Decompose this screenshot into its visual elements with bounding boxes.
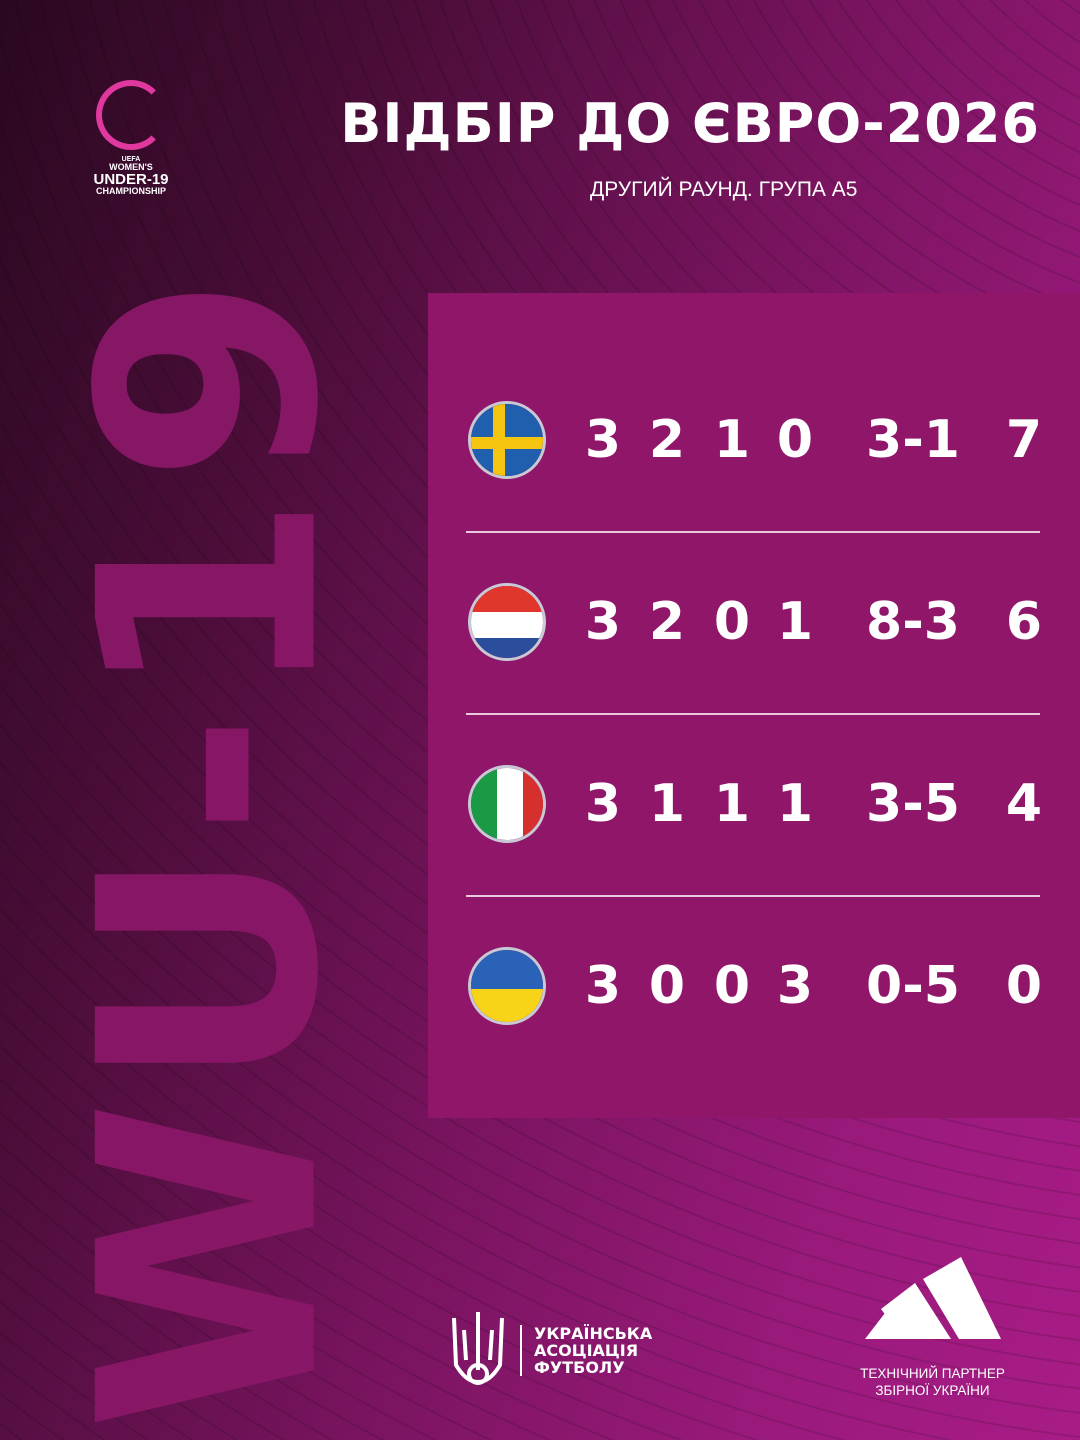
trident-icon [452, 1312, 504, 1385]
uaf-line3: ФУТБОЛУ [534, 1357, 625, 1377]
standings-table: 3 2 1 0 3-1 7 3 2 0 1 8-3 6 3 1 1 1 3-5 4 3 0 0 3 0-5 0 [428, 293, 1080, 1118]
table-row: 3 2 0 1 8-3 6 [466, 531, 1043, 713]
partner-line2: ЗБІРНОЇ УКРАЇНИ [875, 1383, 990, 1398]
table-cell: 0 [648, 956, 686, 1016]
uaf-logo: УКРАЇНСЬКА АСОЦІАЦІЯ ФУТБОЛУ [450, 1310, 652, 1390]
table-cell: 8-3 [866, 592, 960, 652]
table-cell: 3 [584, 774, 622, 834]
uaf-line2: АСОЦІАЦІЯ [534, 1340, 639, 1360]
table-cell: 3 [584, 592, 622, 652]
table-cell: 2 [648, 410, 686, 470]
logo-line1: WOMEN'S [109, 162, 153, 172]
table-cell: 3-1 [866, 410, 960, 470]
ukraine-flag-icon [468, 947, 546, 1025]
row-divider [466, 895, 1040, 897]
table-cell: 0 [776, 410, 814, 470]
table-row: 3 2 1 0 3-1 7 [466, 349, 1043, 531]
table-cell: 2 [648, 592, 686, 652]
sweden-flag-icon [468, 401, 546, 479]
table-cell: 0 [1005, 956, 1043, 1016]
table-cell: 1 [713, 774, 751, 834]
page-title: ВІДБІР ДО ЄВРО-2026 [340, 92, 1040, 155]
page-subtitle: ДРУГИЙ РАУНД. ГРУПА А5 [590, 178, 858, 201]
table-cell: 7 [1005, 410, 1043, 470]
italy-flag-icon [468, 765, 546, 843]
table-cell: 1 [776, 774, 814, 834]
side-text: WU-19 [35, 264, 385, 1432]
table-cell: 3-5 [866, 774, 960, 834]
logo-line3: CHAMPIONSHIP [95, 186, 166, 196]
table-row: 3 1 1 1 3-5 4 [466, 713, 1043, 895]
table-cell: 1 [648, 774, 686, 834]
table-row: 3 0 0 3 0-5 0 [466, 895, 1043, 1077]
table-cell: 6 [1005, 592, 1043, 652]
netherlands-flag-icon [468, 583, 546, 661]
adidas-stripes-icon [864, 1257, 1001, 1339]
row-divider [466, 713, 1040, 715]
partner-line1: ТЕХНІЧНИЙ ПАРТНЕР [860, 1366, 1005, 1381]
table-cell: 1 [776, 592, 814, 652]
table-cell: 0 [713, 592, 751, 652]
logo-uefa: UEFA [121, 156, 141, 163]
adidas-logo: ТЕХНІЧНИЙ ПАРТНЕР ЗБІРНОЇ УКРАЇНИ [860, 1255, 1005, 1399]
table-cell: 1 [713, 410, 751, 470]
table-cell: 0 [713, 956, 751, 1016]
uefa-wu19-logo: UEFA WOMEN'S UNDER-19 CHAMPIONSHIP [88, 80, 174, 196]
table-cell: 3 [776, 956, 814, 1016]
logo-line2: UNDER-19 [93, 171, 169, 188]
logo-ring-icon [96, 80, 166, 150]
row-divider [466, 531, 1040, 533]
table-cell: 0-5 [866, 956, 960, 1016]
table-cell: 3 [584, 956, 622, 1016]
table-cell: 4 [1005, 774, 1043, 834]
uaf-line1: УКРАЇНСЬКА [534, 1323, 653, 1343]
table-cell: 3 [584, 410, 622, 470]
